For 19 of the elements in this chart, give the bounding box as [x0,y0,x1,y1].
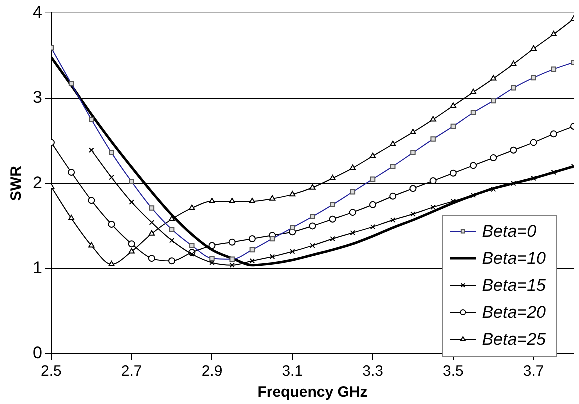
legend-label: Beta=20 [482,303,547,322]
legend-label: Beta=15 [482,276,547,296]
x-tick-label: 3.5 [442,363,464,380]
y-tick-label: 3 [32,88,42,108]
y-tick-label: 0 [32,344,42,363]
y-axis-title: SWR [8,166,26,202]
y-tick-label: 4 [32,2,42,22]
legend-label: Beta=0 [482,222,538,242]
legend-label: Beta=25 [482,330,547,350]
x-tick-label: 3.3 [362,363,384,380]
y-tick-label: 2 [32,173,42,192]
x-tick-label: 2.9 [202,363,223,380]
x-axis-title: Frequency GHz [258,384,368,402]
x-tick-label: 2.7 [121,363,142,380]
x-tick-label: 2.5 [41,363,62,380]
y-tick-label: 1 [32,258,42,278]
legend-label: Beta=10 [482,249,547,268]
x-tick-label: 3.1 [282,363,304,380]
x-tick-label: 3.7 [523,363,544,380]
